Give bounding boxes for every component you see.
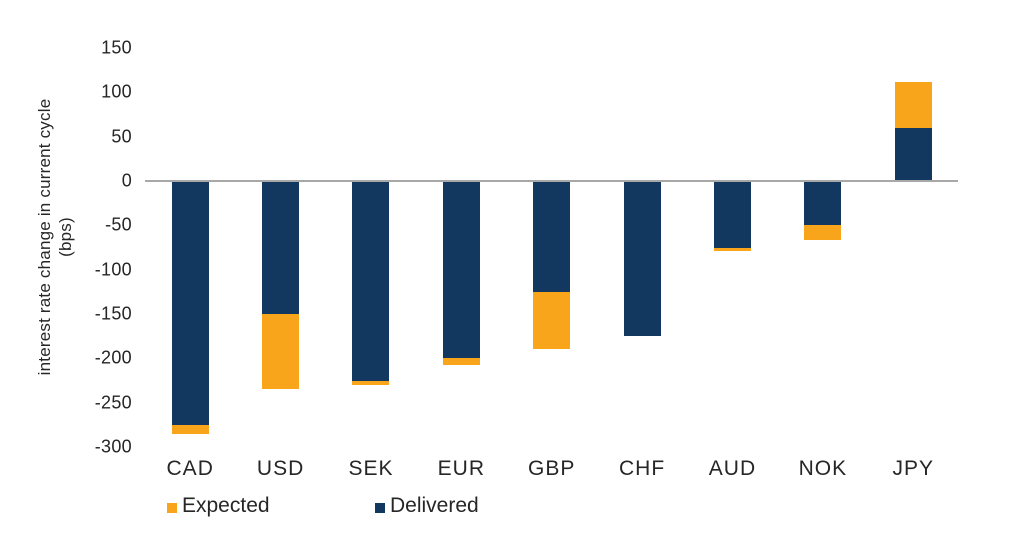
- x-axis-label-eur: EUR: [437, 457, 485, 480]
- zero-baseline: [145, 180, 958, 182]
- bar-nok-delivered: [804, 181, 842, 226]
- legend-label-delivered: Delivered: [390, 494, 479, 517]
- bar-cad-delivered: [171, 181, 209, 425]
- x-axis-label-cad: CAD: [166, 457, 214, 480]
- bar-jpy-delivered: [894, 127, 932, 181]
- bar-eur-expected: [442, 358, 480, 366]
- x-axis-label-usd: USD: [256, 457, 305, 480]
- y-tick-label--150: -150: [94, 303, 132, 324]
- bar-chf-delivered: [623, 181, 661, 337]
- y-tick-label-100: 100: [101, 81, 132, 102]
- bar-jpy-expected: [894, 81, 932, 128]
- bar-gbp-expected: [533, 291, 571, 350]
- legend-swatch-delivered: [375, 502, 385, 513]
- bar-cad-expected: [171, 424, 209, 434]
- bar-usd-expected: [262, 314, 300, 390]
- y-tick-label--250: -250: [94, 392, 132, 413]
- x-axis-label-aud: AUD: [708, 457, 757, 480]
- bar-usd-delivered: [262, 181, 300, 314]
- legend-label-expected: Expected: [182, 494, 270, 517]
- bar-sek-delivered: [352, 181, 390, 381]
- legend-swatch-expected: [167, 502, 177, 513]
- x-axis-label-sek: SEK: [348, 457, 394, 480]
- x-axis-label-jpy: JPY: [892, 457, 934, 480]
- bar-sek-expected: [352, 380, 390, 385]
- y-tick-label--100: -100: [94, 259, 132, 280]
- y-tick-label-150: 150: [101, 37, 132, 58]
- bar-aud-delivered: [713, 181, 751, 248]
- y-tick-label--300: -300: [94, 436, 132, 457]
- x-axis-label-chf: CHF: [619, 457, 666, 480]
- legend-item-expected: Expected: [167, 494, 270, 518]
- y-tick-label--50: -50: [105, 214, 132, 235]
- x-axis-label-nok: NOK: [798, 457, 848, 480]
- bar-aud-expected: [713, 247, 751, 252]
- legend: Expected Delivered: [0, 494, 1024, 522]
- y-tick-label-0: 0: [121, 170, 132, 191]
- bar-gbp-delivered: [533, 181, 571, 292]
- bar-eur-delivered: [442, 181, 480, 359]
- bar-nok-expected: [804, 225, 842, 241]
- legend-item-delivered: Delivered: [375, 494, 479, 518]
- x-axis-label-gbp: GBP: [528, 457, 576, 480]
- y-tick-label--200: -200: [94, 347, 132, 368]
- y-tick-label-50: 50: [111, 126, 132, 147]
